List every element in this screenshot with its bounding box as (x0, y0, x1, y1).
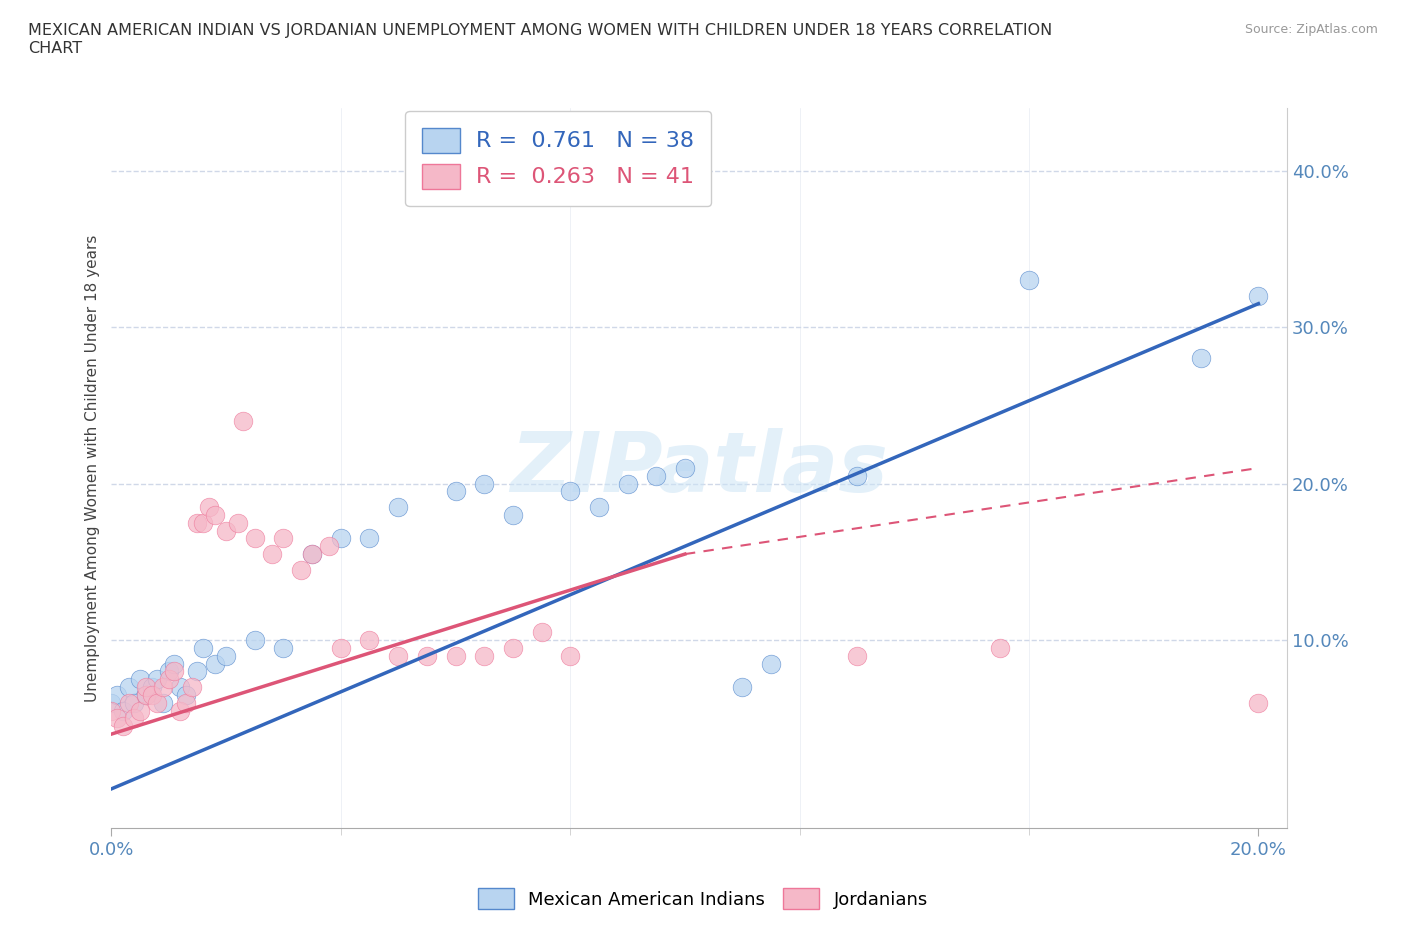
Point (329, 641, 352, 656)
Point (163, 664, 186, 679)
Point (444, 484, 467, 498)
Point (186, 664, 208, 679)
Point (1018, 272, 1040, 287)
Point (141, 680, 163, 695)
Point (100, 696, 122, 711)
Point (169, 680, 191, 695)
Point (588, 499, 610, 514)
Text: MEXICAN AMERICAN INDIAN VS JORDANIAN UNEMPLOYMENT AMONG WOMEN WITH CHILDREN UNDE: MEXICAN AMERICAN INDIAN VS JORDANIAN UNE… (28, 23, 1052, 56)
Point (135, 680, 157, 695)
Point (186, 515, 208, 530)
Point (260, 547, 283, 562)
Point (146, 671, 169, 686)
Point (152, 680, 174, 695)
Point (198, 499, 221, 514)
Point (846, 469, 869, 484)
Point (988, 641, 1011, 656)
Point (301, 547, 323, 562)
Point (129, 671, 152, 686)
Point (193, 515, 215, 530)
Point (1247, 696, 1270, 711)
Point (124, 696, 146, 711)
Point (215, 524, 238, 538)
Y-axis label: Unemployment Among Women with Children Under 18 years: Unemployment Among Women with Children U… (86, 234, 100, 702)
Point (105, 687, 128, 702)
Point (215, 648, 238, 663)
Point (387, 648, 409, 663)
Point (1247, 288, 1270, 303)
Point (163, 657, 186, 671)
Point (157, 664, 180, 679)
Point (169, 703, 191, 718)
Point (174, 696, 197, 711)
Point (157, 671, 180, 686)
Point (135, 687, 157, 702)
Point (226, 515, 249, 530)
Legend: Mexican American Indians, Jordanians: Mexican American Indians, Jordanians (471, 881, 935, 916)
Point (232, 414, 254, 429)
Point (560, 648, 582, 663)
Point (111, 719, 134, 734)
Point (759, 657, 782, 671)
Point (204, 657, 226, 671)
Point (472, 476, 495, 491)
Point (359, 531, 381, 546)
Point (204, 508, 226, 523)
Point (243, 531, 266, 546)
Point (502, 508, 524, 523)
Point (290, 563, 312, 578)
Point (329, 531, 352, 546)
Point (301, 547, 323, 562)
Point (731, 680, 754, 695)
Point (135, 687, 157, 702)
Point (359, 632, 381, 647)
Point (846, 648, 869, 663)
Point (146, 696, 169, 711)
Point (273, 641, 295, 656)
Point (645, 469, 668, 484)
Point (180, 680, 202, 695)
Point (387, 499, 409, 514)
Point (560, 484, 582, 498)
Point (273, 531, 295, 546)
Point (673, 460, 696, 475)
Point (502, 641, 524, 656)
Point (129, 703, 152, 718)
Point (174, 687, 197, 702)
Point (472, 648, 495, 663)
Point (111, 703, 134, 718)
Point (100, 703, 122, 718)
Point (117, 696, 139, 711)
Point (530, 625, 553, 640)
Point (124, 711, 146, 726)
Text: Source: ZipAtlas.com: Source: ZipAtlas.com (1244, 23, 1378, 36)
Point (141, 687, 163, 702)
Point (616, 476, 638, 491)
Point (243, 632, 266, 647)
Text: ZIPatlas: ZIPatlas (510, 428, 889, 509)
Point (318, 538, 340, 553)
Legend: R =  0.761   N = 38, R =  0.263   N = 41: R = 0.761 N = 38, R = 0.263 N = 41 (405, 112, 711, 206)
Point (152, 696, 174, 711)
Point (117, 680, 139, 695)
Point (1189, 351, 1212, 365)
Point (105, 711, 128, 726)
Point (444, 648, 467, 663)
Point (416, 648, 439, 663)
Point (193, 641, 215, 656)
